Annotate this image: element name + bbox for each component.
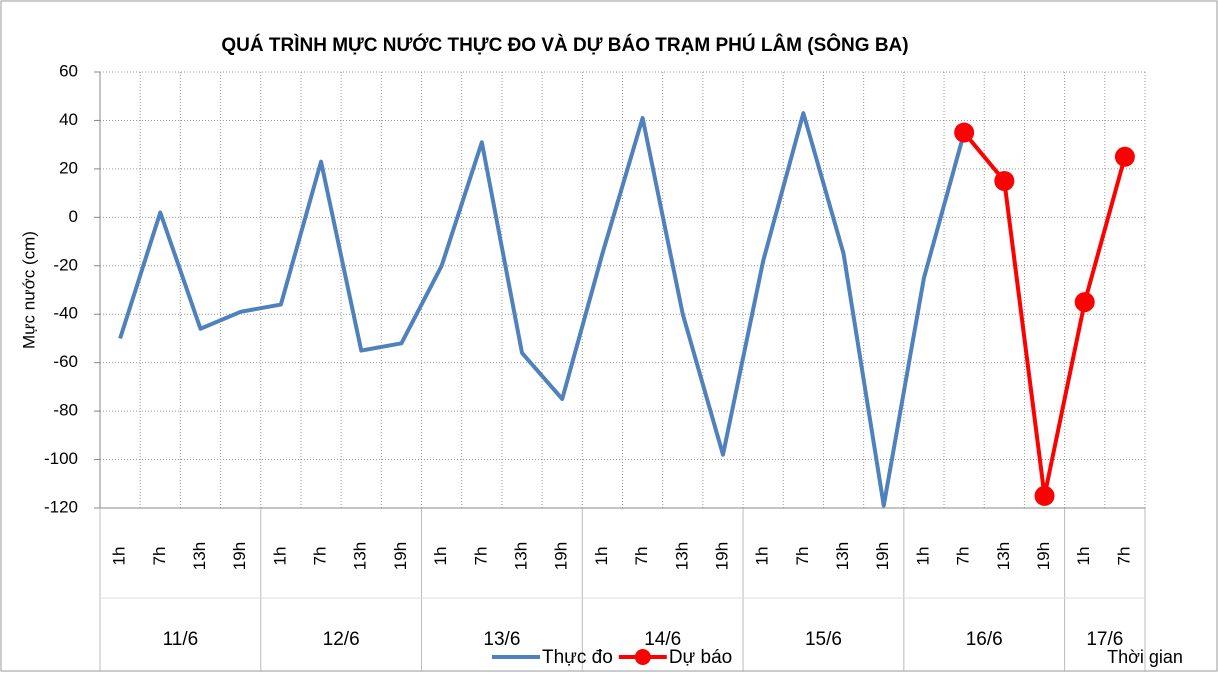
group-label: 11/6 [163, 629, 199, 650]
x-tick-label: 7h [471, 547, 490, 566]
series-line [118, 111, 967, 508]
x-tick-label: 7h [311, 547, 330, 566]
x-tick-label: 19h [552, 542, 571, 570]
x-tick-label: 7h [793, 547, 812, 566]
x-tick-label: 13h [672, 542, 691, 570]
group-label: 12/6 [323, 629, 360, 650]
y-axis-label: Mực nước (cm) [19, 231, 38, 349]
y-tick-label: 0 [69, 207, 78, 226]
group-label: 16/6 [966, 629, 1003, 650]
x-tick-label: 7h [150, 547, 169, 566]
legend-marker [634, 649, 651, 665]
x-tick-label: 19h [391, 542, 410, 570]
x-tick-label: 19h [230, 542, 249, 570]
y-tick-label: -60 [53, 352, 78, 371]
x-tick-label: 1h [913, 547, 932, 566]
point [1114, 146, 1135, 167]
y-tick-label: 20 [59, 158, 78, 177]
y-tick-label: -100 [44, 449, 78, 468]
legend-label: Dự báo [669, 647, 732, 668]
x-tick-label: 1h [270, 547, 289, 566]
group-label: 14/6 [644, 629, 681, 650]
x-tick-label: 7h [632, 547, 651, 566]
x-tick-label: 7h [1114, 547, 1133, 566]
x-tick-label: 13h [512, 542, 531, 570]
point [994, 171, 1015, 191]
x-tick-label: 1h [592, 547, 611, 566]
y-tick-label: -80 [53, 401, 78, 420]
group-label: 13/6 [483, 629, 520, 650]
x-tick-label: 1h [753, 547, 772, 566]
x-tick-label: 13h [351, 542, 370, 570]
x-tick-label: 1h [110, 547, 129, 566]
x-tick-label: 1h [431, 547, 450, 566]
group-label: 15/6 [805, 629, 842, 650]
legend-label: Thực đo [542, 647, 613, 668]
group-label: 17/6 [1086, 629, 1123, 650]
point [1034, 485, 1055, 506]
y-tick-label: -20 [53, 255, 78, 274]
y-tick-label: -40 [53, 304, 78, 323]
y-tick-label: 60 [59, 61, 78, 80]
x-tick-label: 19h [1034, 542, 1053, 570]
x-tick-label: 13h [190, 542, 209, 570]
y-tick-label: -120 [44, 497, 78, 516]
x-tick-label: 13h [833, 542, 852, 570]
y-tick-label: 40 [59, 110, 78, 129]
chart-title: QUÁ TRÌNH MỰC NƯỚC THỰC ĐO VÀ DỰ BÁO TRẠ… [221, 34, 908, 56]
x-tick-label: 1h [1074, 547, 1093, 566]
x-tick-label: 13h [994, 542, 1013, 570]
point [954, 122, 975, 143]
point [1074, 292, 1095, 313]
x-tick-label: 19h [873, 542, 892, 570]
x-tick-label: 7h [954, 547, 973, 566]
x-tick-label: 19h [712, 542, 731, 570]
